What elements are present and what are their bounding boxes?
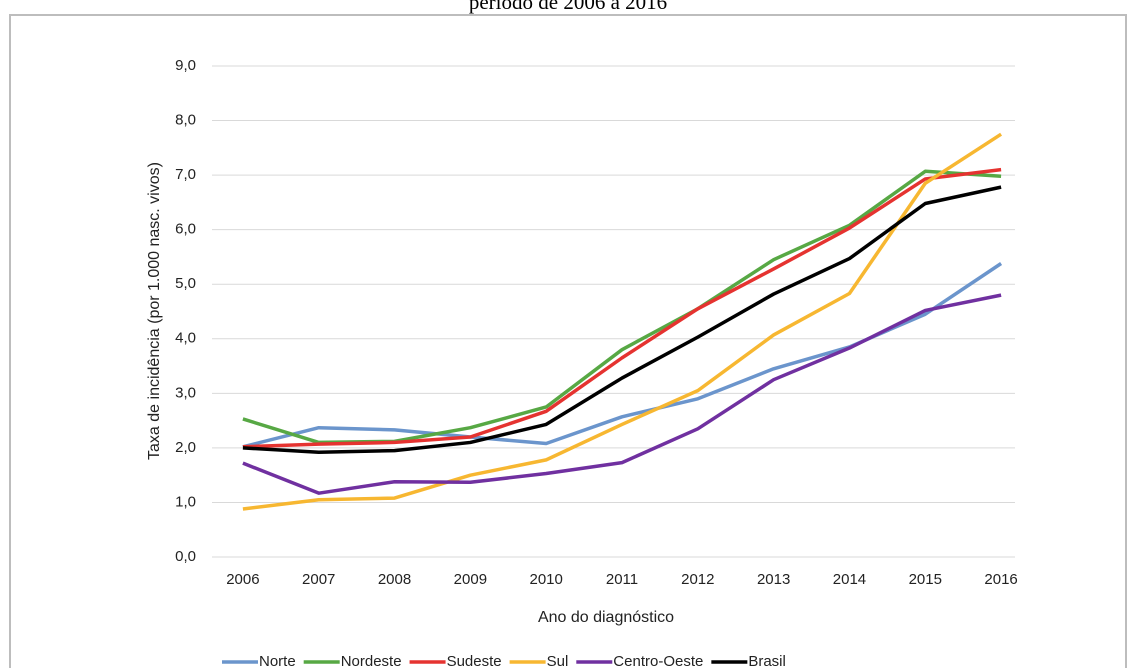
legend-label: Norte <box>259 653 296 668</box>
y-tick-label: 3,0 <box>175 384 196 401</box>
x-tick-label: 2008 <box>378 571 411 588</box>
x-tick-label: 2015 <box>909 571 942 588</box>
legend-label: Nordeste <box>341 653 402 668</box>
y-tick-label: 4,0 <box>175 330 196 347</box>
series-line <box>242 169 1002 445</box>
y-tick-label: 6,0 <box>175 221 196 238</box>
frame <box>9 14 1127 668</box>
legend-label: Sul <box>547 653 569 668</box>
legend-label: Brasil <box>748 653 786 668</box>
x-tick-label: 2012 <box>681 571 714 588</box>
series-line <box>242 185 1002 455</box>
series-line <box>242 293 1002 495</box>
y-tick-label: 9,0 <box>175 57 196 74</box>
y-tick-label: 5,0 <box>175 275 196 292</box>
series-line <box>242 167 1002 449</box>
y-tick-label: 7,0 <box>175 166 196 183</box>
x-tick-label: 2006 <box>226 571 259 588</box>
x-tick-label: 2013 <box>757 571 790 588</box>
y-tick-label: 8,0 <box>175 112 196 129</box>
legend-label: Sudeste <box>447 653 502 668</box>
series-line <box>242 132 1003 511</box>
x-tick-label: 2014 <box>833 571 866 588</box>
x-tick-label: 2009 <box>454 571 487 588</box>
y-tick-label: 0,0 <box>175 548 196 565</box>
series-line <box>242 262 1003 449</box>
legend-label: Centro-Oeste <box>613 653 703 668</box>
y-axis-label: Taxa de incidência (por 1.000 nasc. vivo… <box>146 162 163 460</box>
x-tick-label: 2007 <box>302 571 335 588</box>
chart-title: período de 2006 a 2016 <box>469 0 667 14</box>
y-tick-label: 1,0 <box>175 493 196 510</box>
y-tick-label: 2,0 <box>175 439 196 456</box>
x-tick-label: 2010 <box>529 571 562 588</box>
x-tick-label: 2016 <box>984 571 1017 588</box>
x-axis-label: Ano do diagnóstico <box>538 609 674 626</box>
x-tick-label: 2011 <box>606 571 638 588</box>
